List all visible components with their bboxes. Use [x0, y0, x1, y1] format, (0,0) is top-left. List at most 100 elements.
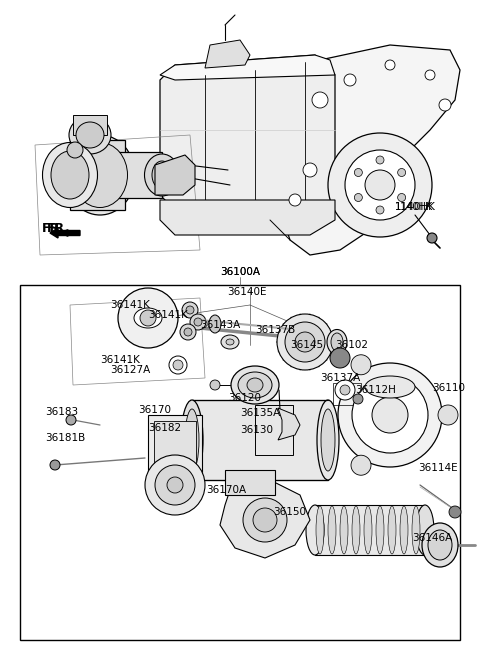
Bar	[20, 285, 460, 640]
Text: 36183: 36183	[46, 407, 79, 417]
Ellipse shape	[340, 506, 348, 554]
Circle shape	[180, 324, 196, 340]
Bar	[154, 421, 196, 467]
Circle shape	[182, 302, 198, 318]
Circle shape	[330, 348, 350, 368]
Bar	[315, 505, 425, 555]
Circle shape	[344, 74, 356, 86]
Text: 36100A: 36100A	[220, 267, 260, 277]
Text: 36127A: 36127A	[110, 365, 150, 375]
Circle shape	[50, 460, 60, 470]
Circle shape	[289, 194, 301, 206]
Bar	[73, 115, 107, 135]
Circle shape	[118, 288, 178, 348]
Text: 36130: 36130	[240, 425, 273, 435]
Circle shape	[140, 310, 156, 326]
Polygon shape	[160, 55, 335, 80]
Polygon shape	[278, 408, 300, 440]
Circle shape	[351, 455, 371, 476]
Circle shape	[169, 356, 187, 374]
Text: 36146A: 36146A	[412, 533, 452, 543]
Ellipse shape	[238, 372, 272, 398]
Circle shape	[335, 380, 355, 400]
Circle shape	[427, 233, 437, 243]
Circle shape	[155, 465, 195, 505]
Text: 36143A: 36143A	[200, 320, 240, 330]
Ellipse shape	[352, 506, 360, 554]
Circle shape	[303, 163, 317, 177]
Circle shape	[210, 380, 220, 390]
Ellipse shape	[226, 339, 234, 345]
Circle shape	[376, 206, 384, 214]
Circle shape	[186, 306, 194, 314]
Text: 36120: 36120	[228, 393, 261, 403]
Circle shape	[438, 405, 458, 425]
Text: 36102: 36102	[335, 340, 368, 350]
Bar	[100, 152, 162, 198]
Ellipse shape	[209, 315, 221, 333]
Ellipse shape	[400, 506, 408, 554]
Ellipse shape	[364, 506, 372, 554]
Circle shape	[365, 170, 395, 200]
Ellipse shape	[144, 154, 180, 196]
Ellipse shape	[317, 400, 339, 480]
Ellipse shape	[51, 151, 89, 199]
Ellipse shape	[328, 506, 336, 554]
Circle shape	[351, 355, 371, 375]
Circle shape	[328, 133, 432, 237]
Circle shape	[385, 60, 395, 70]
Circle shape	[167, 477, 183, 493]
Circle shape	[243, 498, 287, 542]
Ellipse shape	[331, 333, 343, 351]
Ellipse shape	[365, 376, 415, 398]
FancyArrow shape	[50, 228, 80, 238]
Ellipse shape	[69, 116, 111, 154]
Bar	[225, 470, 275, 495]
Polygon shape	[155, 155, 195, 195]
Text: 36141K: 36141K	[100, 355, 140, 365]
Polygon shape	[280, 45, 460, 255]
Text: FR.: FR.	[47, 221, 70, 234]
Ellipse shape	[181, 400, 203, 480]
Text: 36137A: 36137A	[320, 373, 360, 383]
Ellipse shape	[306, 505, 324, 555]
Ellipse shape	[376, 506, 384, 554]
Ellipse shape	[422, 523, 458, 567]
Circle shape	[425, 70, 435, 80]
Text: 36137B: 36137B	[255, 325, 295, 335]
Circle shape	[295, 332, 315, 352]
Ellipse shape	[72, 143, 128, 208]
Ellipse shape	[134, 308, 162, 328]
Text: 36181B: 36181B	[45, 433, 85, 443]
Ellipse shape	[127, 303, 169, 333]
Text: 1140HK: 1140HK	[395, 202, 433, 212]
Circle shape	[173, 360, 183, 370]
Bar	[255, 405, 293, 455]
Circle shape	[353, 394, 363, 404]
Circle shape	[277, 314, 333, 370]
Polygon shape	[160, 55, 335, 215]
Circle shape	[67, 142, 83, 158]
Circle shape	[145, 455, 205, 515]
Polygon shape	[220, 480, 310, 558]
Circle shape	[352, 377, 428, 453]
Bar	[192, 400, 328, 480]
Bar	[148, 415, 202, 473]
Ellipse shape	[412, 506, 420, 554]
Circle shape	[253, 508, 277, 532]
Text: 36110: 36110	[432, 383, 465, 393]
Ellipse shape	[316, 506, 324, 554]
Circle shape	[449, 506, 461, 518]
Circle shape	[338, 363, 442, 467]
Circle shape	[397, 193, 406, 202]
Bar	[70, 140, 125, 210]
Text: 36114E: 36114E	[418, 463, 458, 473]
Ellipse shape	[185, 409, 199, 471]
Circle shape	[340, 385, 350, 395]
Text: 1140HK: 1140HK	[395, 202, 436, 212]
Circle shape	[190, 314, 206, 330]
Ellipse shape	[231, 366, 279, 404]
Text: 36170A: 36170A	[206, 485, 246, 495]
Circle shape	[345, 150, 415, 220]
Text: 36112H: 36112H	[355, 385, 396, 395]
